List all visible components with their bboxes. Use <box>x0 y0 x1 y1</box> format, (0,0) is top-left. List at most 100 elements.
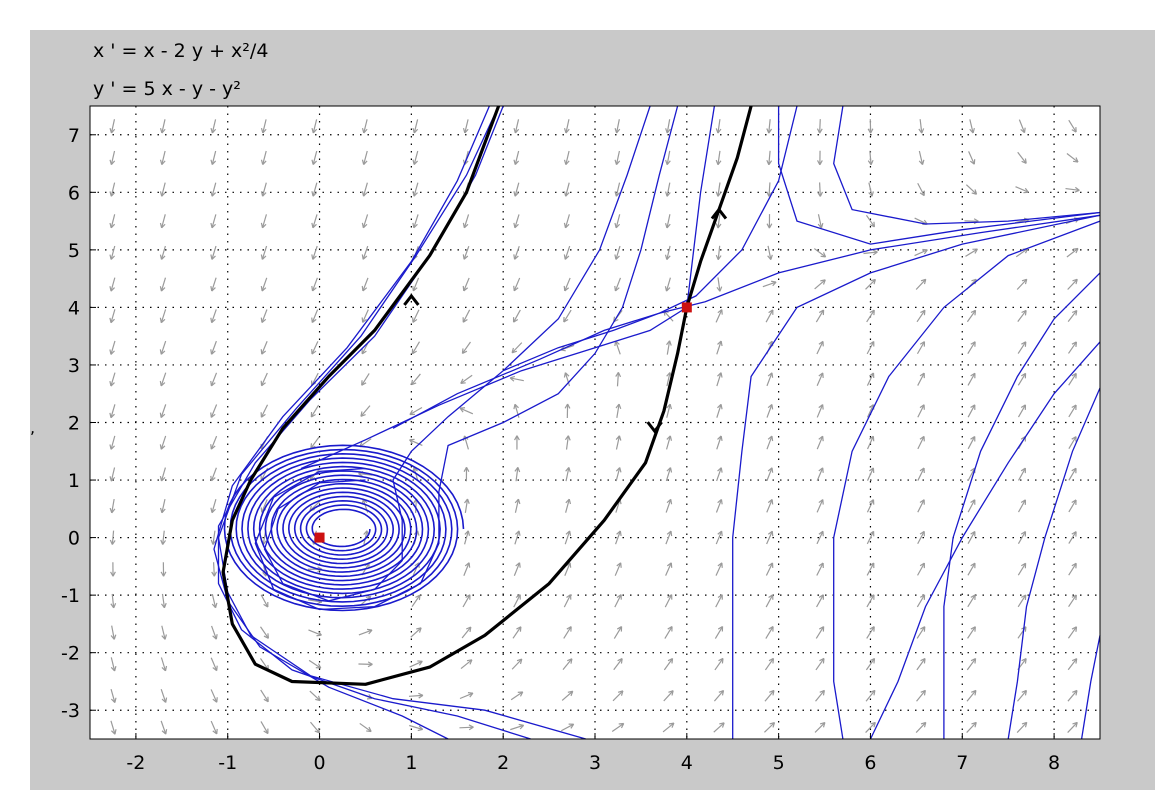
direction-arrow <box>1018 119 1026 134</box>
direction-arrow <box>309 690 321 702</box>
direction-arrow <box>110 657 117 672</box>
direction-arrow <box>311 182 318 197</box>
direction-arrow <box>966 309 977 323</box>
direction-arrow <box>109 119 116 134</box>
trajectory <box>1007 387 1101 740</box>
x-tick-label: -1 <box>218 752 237 774</box>
direction-arrow <box>815 626 825 639</box>
direction-arrow <box>110 625 117 640</box>
direction-arrow <box>615 435 622 450</box>
trajectory <box>300 105 716 470</box>
direction-arrow <box>917 499 925 513</box>
direction-arrow <box>459 692 474 700</box>
direction-arrow <box>210 119 217 134</box>
direction-arrow <box>361 119 368 134</box>
direction-arrow <box>311 341 319 355</box>
direction-arrow <box>967 594 976 608</box>
direction-arrow <box>614 562 622 576</box>
direction-arrow <box>160 720 168 735</box>
direction-arrow <box>160 657 168 672</box>
direction-arrow <box>1068 119 1077 133</box>
direction-arrow <box>109 182 116 197</box>
direction-arrow <box>612 690 624 702</box>
direction-arrow <box>715 119 722 134</box>
direction-arrow <box>513 245 520 260</box>
direction-arrow <box>766 214 773 229</box>
direction-arrow <box>109 214 116 229</box>
y-tick-label: -3 <box>61 700 80 722</box>
direction-arrow <box>916 309 926 323</box>
direction-arrow <box>210 499 217 514</box>
y-axis-label-fragment: , <box>30 418 36 437</box>
direction-arrow <box>665 119 671 134</box>
direction-arrow <box>816 150 823 166</box>
direction-arrow <box>664 245 671 260</box>
direction-arrow <box>210 657 218 672</box>
direction-arrow <box>1068 499 1077 513</box>
direction-arrow <box>611 722 625 732</box>
direction-arrow <box>159 277 167 292</box>
direction-arrow <box>816 435 824 450</box>
x-axis: -2 -1 0 1 2 3 4 5 6 7 8 <box>126 733 1060 774</box>
direction-arrow <box>917 404 925 418</box>
direction-arrow <box>514 530 521 545</box>
direction-arrow <box>109 404 116 419</box>
direction-arrow <box>1067 309 1078 322</box>
direction-arrow <box>916 341 926 355</box>
direction-arrow <box>410 627 422 638</box>
direction-arrow <box>210 214 217 229</box>
direction-arrow <box>514 466 521 482</box>
direction-arrow <box>159 340 167 355</box>
direction-arrow <box>1017 404 1027 418</box>
direction-arrow <box>308 659 322 669</box>
trajectory <box>1080 635 1101 740</box>
direction-arrow <box>210 309 217 324</box>
direction-arrow <box>561 690 574 701</box>
direction-arrow <box>462 119 469 134</box>
direction-arrow <box>159 467 167 482</box>
direction-arrow <box>713 689 725 702</box>
y-tick-label: 2 <box>68 413 80 435</box>
direction-arrow <box>412 119 419 134</box>
direction-arrow <box>666 403 672 418</box>
direction-arrow <box>967 530 976 545</box>
direction-arrow <box>210 182 217 197</box>
direction-arrow <box>815 657 825 671</box>
direction-arrow <box>867 150 874 166</box>
direction-arrow <box>766 530 774 545</box>
direction-arrow <box>210 404 218 418</box>
direction-arrow <box>867 119 874 134</box>
direction-arrow <box>159 372 167 387</box>
direction-arrow <box>1068 531 1077 544</box>
direction-arrow <box>461 341 471 354</box>
direction-arrow <box>1065 186 1080 193</box>
phase-plane-plot[interactable]: -2 -1 0 1 2 3 4 5 6 7 8 -3 -2 -1 0 1 2 3 4 5 6 7 <box>30 30 1155 790</box>
direction-arrow <box>715 309 723 323</box>
direction-arrow <box>161 625 167 640</box>
direction-arrow <box>967 562 976 576</box>
direction-arrow <box>713 722 725 733</box>
direction-arrow <box>716 340 723 355</box>
direction-arrow <box>967 372 976 386</box>
trajectory <box>833 105 1101 225</box>
direction-arrow <box>361 214 369 229</box>
direction-arrow <box>715 182 722 197</box>
direction-arrow <box>260 340 268 355</box>
direction-arrow <box>665 467 673 482</box>
direction-arrow <box>1066 247 1079 258</box>
x-tick-label: 6 <box>864 752 876 774</box>
direction-arrow <box>260 277 268 292</box>
direction-arrow <box>1017 689 1028 702</box>
direction-arrow <box>865 689 876 702</box>
direction-arrow <box>460 374 473 384</box>
direction-arrow <box>109 309 116 324</box>
direction-arrow <box>614 245 621 260</box>
y-tick-label: 5 <box>68 240 80 262</box>
direction-arrow <box>463 562 471 576</box>
direction-arrow <box>918 150 925 166</box>
direction-arrow <box>210 467 217 482</box>
direction-arrow <box>715 214 722 229</box>
direction-arrow <box>665 562 673 576</box>
direction-arrow <box>361 373 370 386</box>
direction-arrow <box>664 277 671 292</box>
